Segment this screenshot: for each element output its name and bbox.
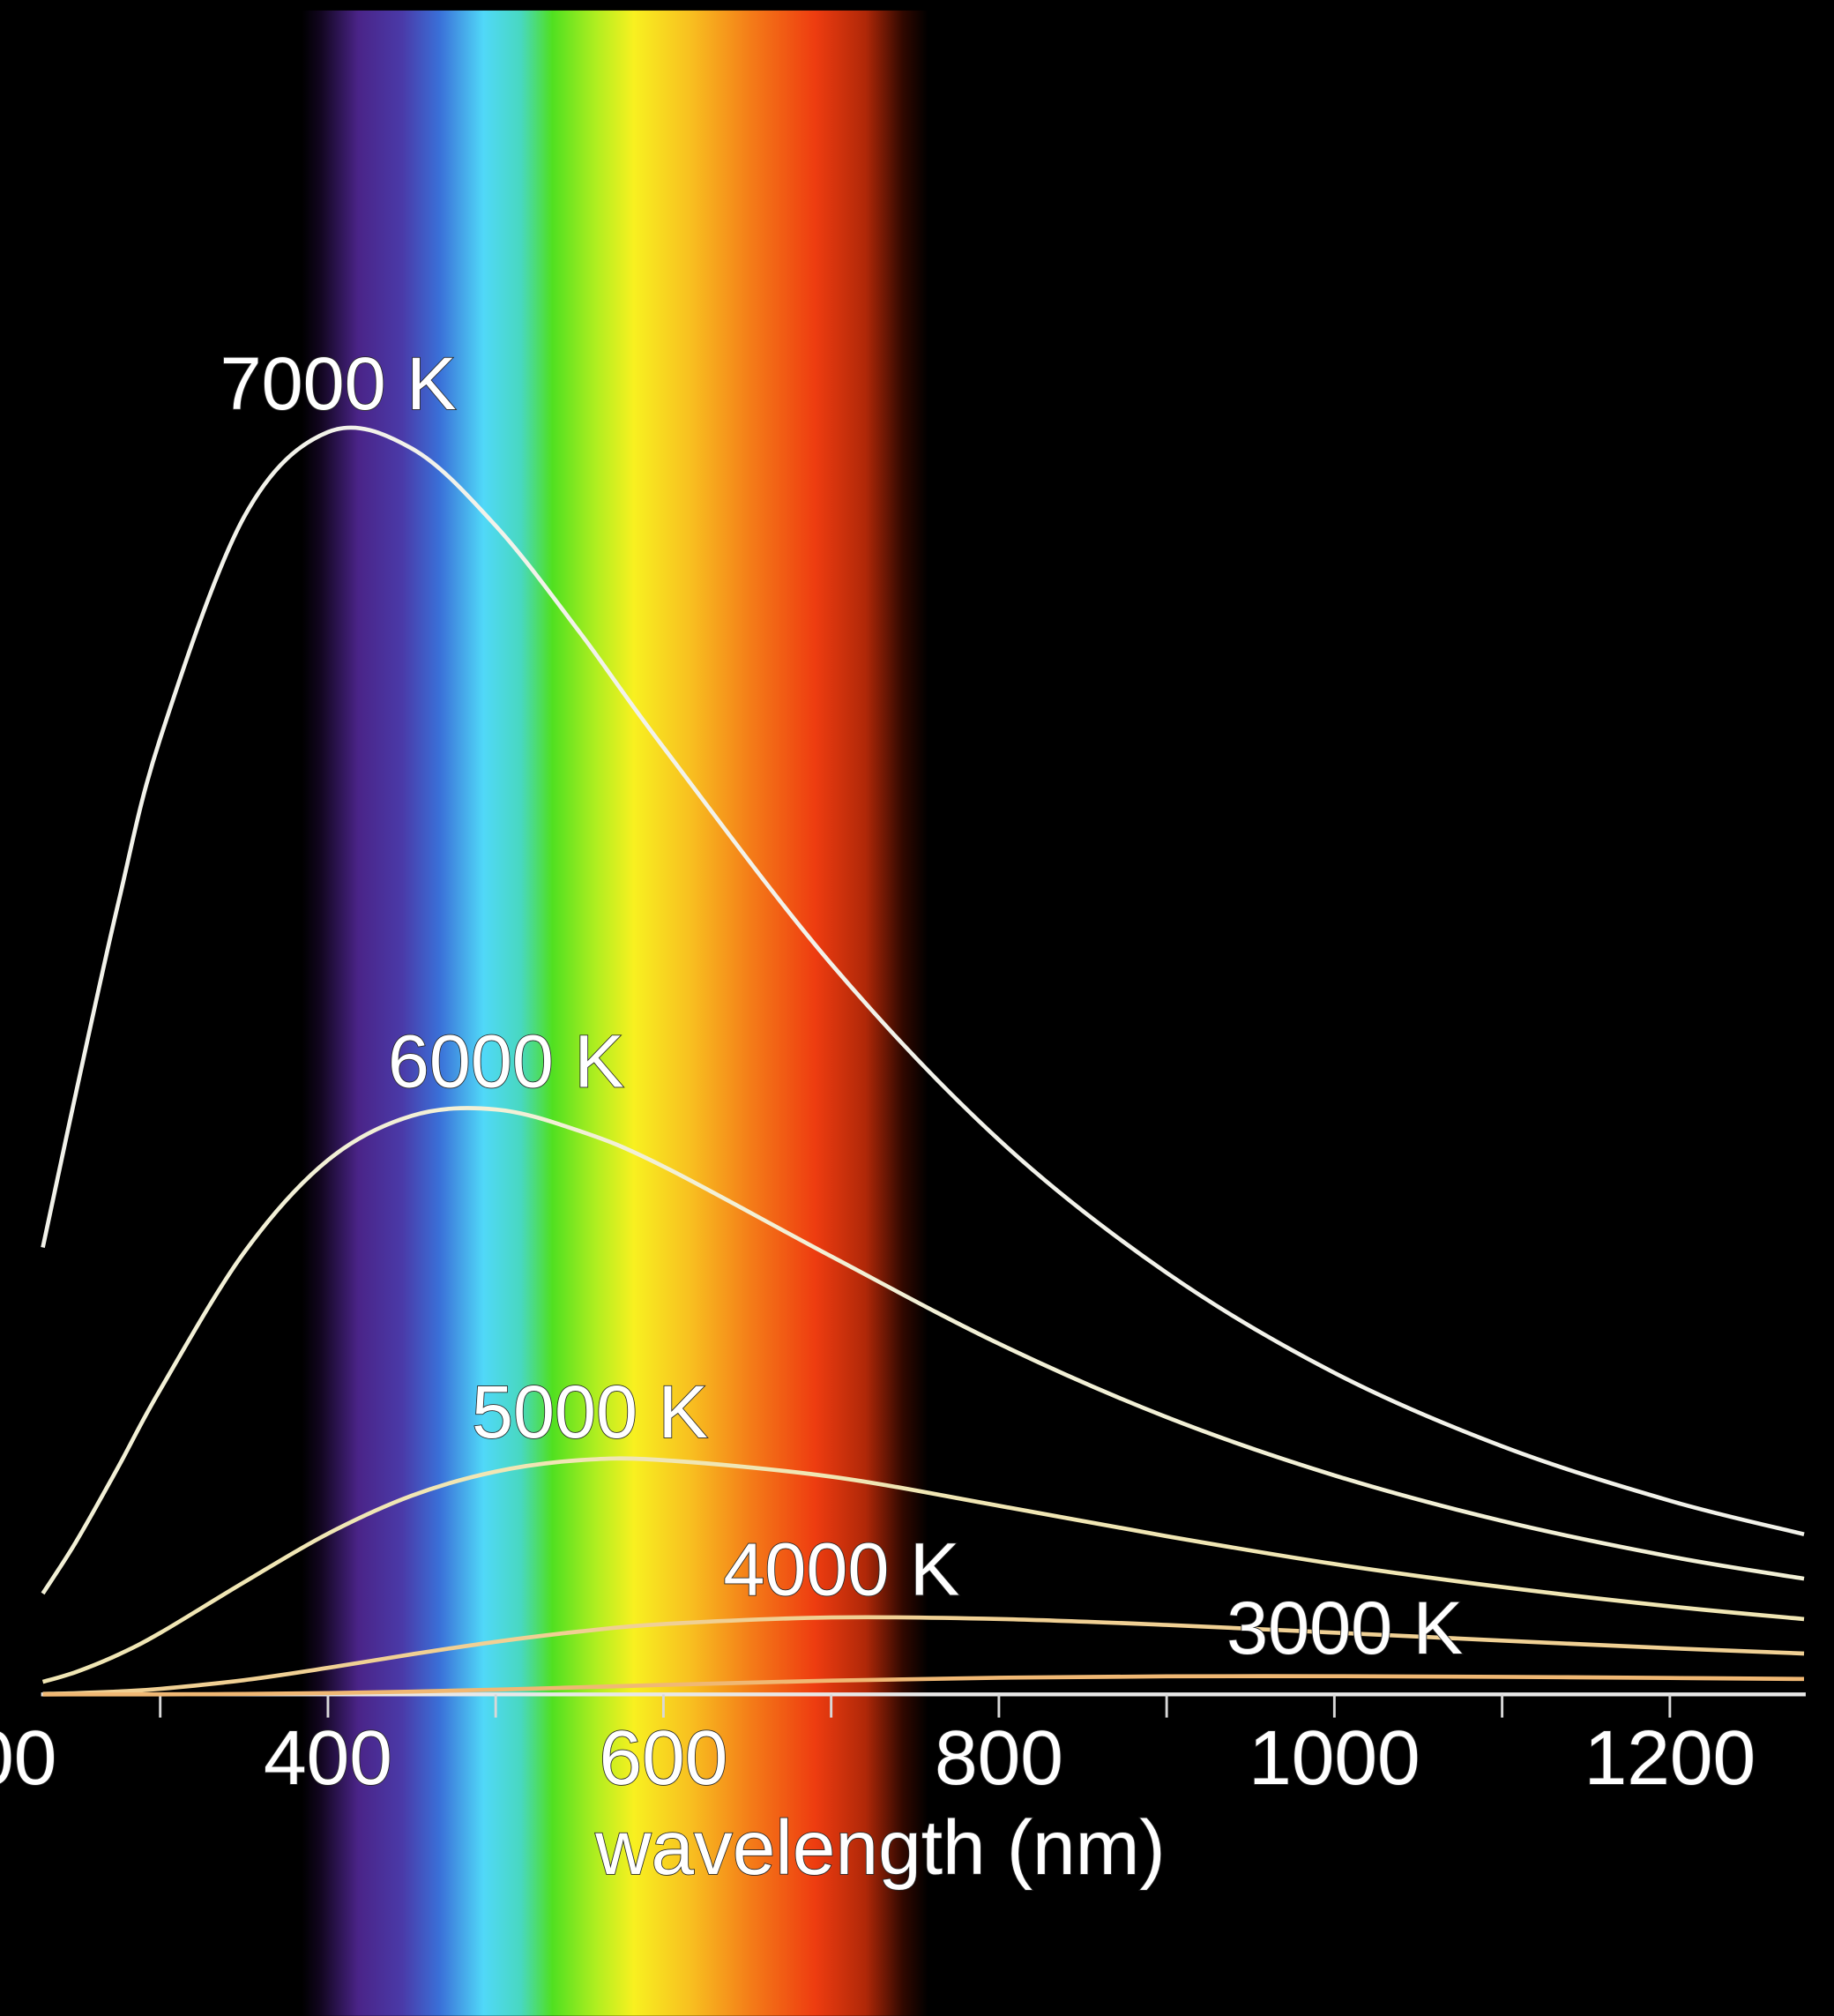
series-label: 4000 K <box>723 1527 959 1610</box>
series-label: 5000 K <box>472 1370 708 1453</box>
x-tick-label: 200 <box>0 1714 56 1801</box>
x-tick-label: 400 <box>264 1714 392 1801</box>
x-tick-label: 1200 <box>1584 1714 1756 1801</box>
chart: 200 400 600 800 1000 1200 7000 K 6000 K 5000 K40… <box>0 0 1834 2016</box>
x-tick-label: 800 <box>935 1714 1063 1801</box>
series-label: 3000 K <box>1226 1586 1463 1669</box>
x-tick-label: 1000 <box>1249 1714 1420 1801</box>
series-label: 6000 K <box>388 1019 624 1102</box>
x-tick-label: 600 <box>599 1714 727 1801</box>
x-axis-title: wavelength (nm) <box>594 1804 1165 1891</box>
series-label: 7000 K <box>220 341 457 425</box>
